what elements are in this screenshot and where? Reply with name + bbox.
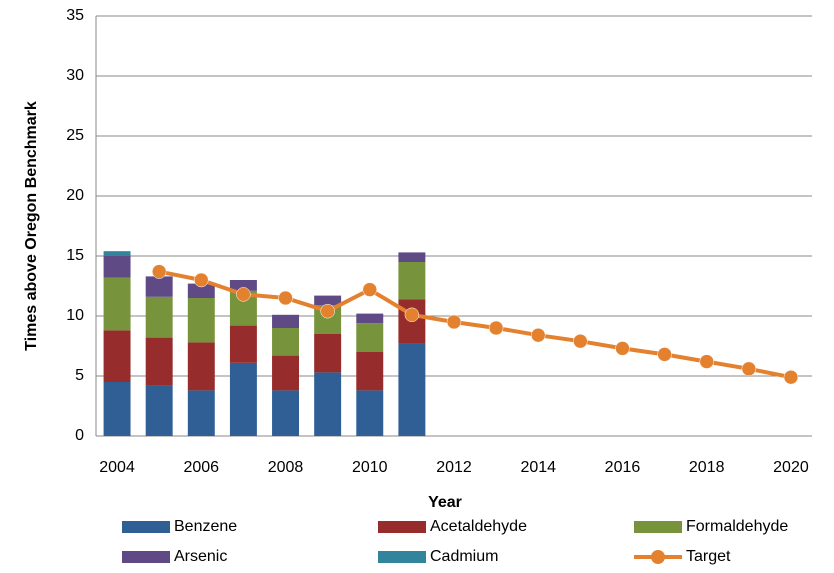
marker — [699, 354, 714, 369]
legend-label: Target — [686, 548, 731, 565]
bar-segment — [229, 325, 257, 363]
bar-segment — [398, 252, 426, 262]
bar-segment — [356, 323, 384, 352]
line — [158, 269, 792, 380]
marker — [530, 327, 546, 343]
x-tick-label: 2006 — [183, 459, 219, 476]
bar-segment — [356, 390, 384, 436]
marker — [320, 303, 335, 319]
legend-swatch — [651, 550, 665, 564]
bar-segment — [356, 352, 384, 391]
bar-segment — [314, 295, 342, 306]
bar-segment — [229, 280, 257, 291]
x-tick-label: 2008 — [268, 459, 304, 476]
y-tick-label: 5 — [75, 367, 84, 384]
bar-segment — [272, 328, 300, 356]
bar-segment — [314, 334, 342, 373]
bar-segment — [314, 372, 342, 436]
bar-segment — [103, 330, 131, 382]
y-tick-label: 10 — [66, 307, 84, 324]
marker — [362, 282, 378, 297]
legend-label: Benzene — [174, 518, 237, 535]
marker — [783, 369, 799, 385]
marker — [573, 333, 588, 349]
bar-segment — [187, 283, 215, 298]
bar-segment — [398, 343, 426, 436]
legend-label: Formaldehyde — [686, 518, 788, 535]
bar-segment — [145, 385, 173, 436]
legend-label: Arsenic — [174, 548, 227, 565]
bar-segment — [103, 256, 131, 278]
bar-segment — [272, 390, 300, 436]
bar-segment — [103, 251, 131, 256]
legend-label: Cadmium — [430, 548, 498, 565]
marker — [741, 361, 757, 377]
bar-segment — [398, 262, 426, 300]
legend-swatch — [634, 521, 682, 533]
bar-segment — [103, 277, 131, 331]
x-tick-label: 2016 — [605, 459, 641, 476]
x-tick-label: 2010 — [352, 459, 388, 476]
bar-segment — [145, 337, 173, 386]
legend-swatch — [122, 521, 170, 533]
y-tick-label: 35 — [66, 7, 84, 24]
x-tick-label: 2012 — [436, 459, 472, 476]
marker — [446, 314, 462, 330]
bar-segment — [103, 382, 131, 436]
bar-segment — [145, 276, 173, 297]
marker — [151, 264, 167, 279]
y-axis-label: Times above Oregon Benchmark — [23, 101, 40, 351]
marker — [194, 272, 209, 288]
marker — [615, 341, 630, 356]
bar-segment — [229, 362, 257, 436]
marker — [278, 290, 293, 306]
bar-segment — [187, 390, 215, 436]
y-tick-label: 30 — [66, 67, 84, 84]
y-tick-label: 15 — [66, 247, 84, 264]
marker — [236, 287, 251, 302]
bar-segment — [187, 342, 215, 391]
x-tick-label: 2004 — [99, 459, 135, 476]
legend-label: Acetaldehyde — [430, 518, 527, 535]
y-tick-label: 0 — [75, 427, 84, 444]
y-tick-label: 25 — [66, 127, 84, 144]
x-tick-label: 2020 — [773, 459, 809, 476]
x-axis-label: Year — [428, 494, 462, 511]
legend-swatch — [378, 521, 426, 533]
bar-segment — [145, 296, 173, 338]
bar-segment — [356, 313, 384, 324]
marker — [657, 347, 672, 362]
marker — [404, 307, 420, 323]
bar-segment — [187, 298, 215, 343]
x-tick-label: 2014 — [520, 459, 556, 476]
x-tick-label: 2018 — [689, 459, 725, 476]
legend-swatch — [378, 551, 426, 563]
y-tick-label: 20 — [66, 187, 84, 204]
bar-segment — [272, 355, 300, 391]
bar-segment — [272, 314, 300, 328]
marker — [488, 320, 504, 336]
legend-swatch — [122, 551, 170, 563]
